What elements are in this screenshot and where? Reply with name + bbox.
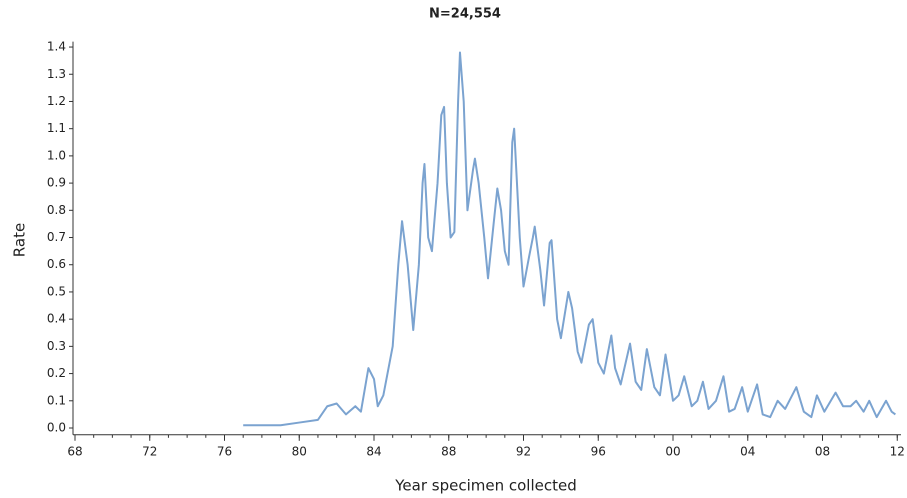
- y-tick-label: 0.1: [47, 393, 66, 407]
- x-tick-label: 08: [815, 444, 830, 458]
- y-tick-label: 1.0: [47, 148, 66, 162]
- y-tick-label: 0.9: [47, 176, 66, 190]
- y-tick-label: 1.3: [47, 67, 66, 81]
- x-tick-label: 88: [441, 444, 456, 458]
- y-tick-label: 0.8: [47, 203, 66, 217]
- x-tick-label: 68: [67, 444, 82, 458]
- x-tick-label: 92: [516, 444, 531, 458]
- x-tick-label: 80: [292, 444, 307, 458]
- y-tick-label: 0.7: [47, 230, 66, 244]
- y-tick-label: 0.2: [47, 366, 66, 380]
- y-tick-label: 1.2: [47, 94, 66, 108]
- y-tick-label: 0.0: [47, 420, 66, 434]
- x-tick-label: 96: [591, 444, 606, 458]
- y-tick-label: 0.6: [47, 257, 66, 271]
- x-tick-label: 84: [366, 444, 381, 458]
- x-tick-label: 12: [890, 444, 905, 458]
- x-tick-label: 76: [217, 444, 232, 458]
- data-line: [243, 51, 896, 427]
- chart-title: N=24,554: [429, 7, 501, 22]
- x-tick-label: 04: [740, 444, 755, 458]
- x-tick-label: 72: [142, 444, 157, 458]
- y-tick-label: 1.4: [47, 40, 66, 54]
- y-tick-label: 0.4: [47, 312, 66, 326]
- y-tick-label: 1.1: [47, 121, 66, 135]
- y-tick-label: 0.3: [47, 339, 66, 353]
- x-tick-label: 00: [665, 444, 680, 458]
- y-axis-label: Rate: [11, 223, 29, 257]
- x-axis-label: Year specimen collected: [394, 477, 577, 495]
- y-tick-label: 0.5: [47, 284, 66, 298]
